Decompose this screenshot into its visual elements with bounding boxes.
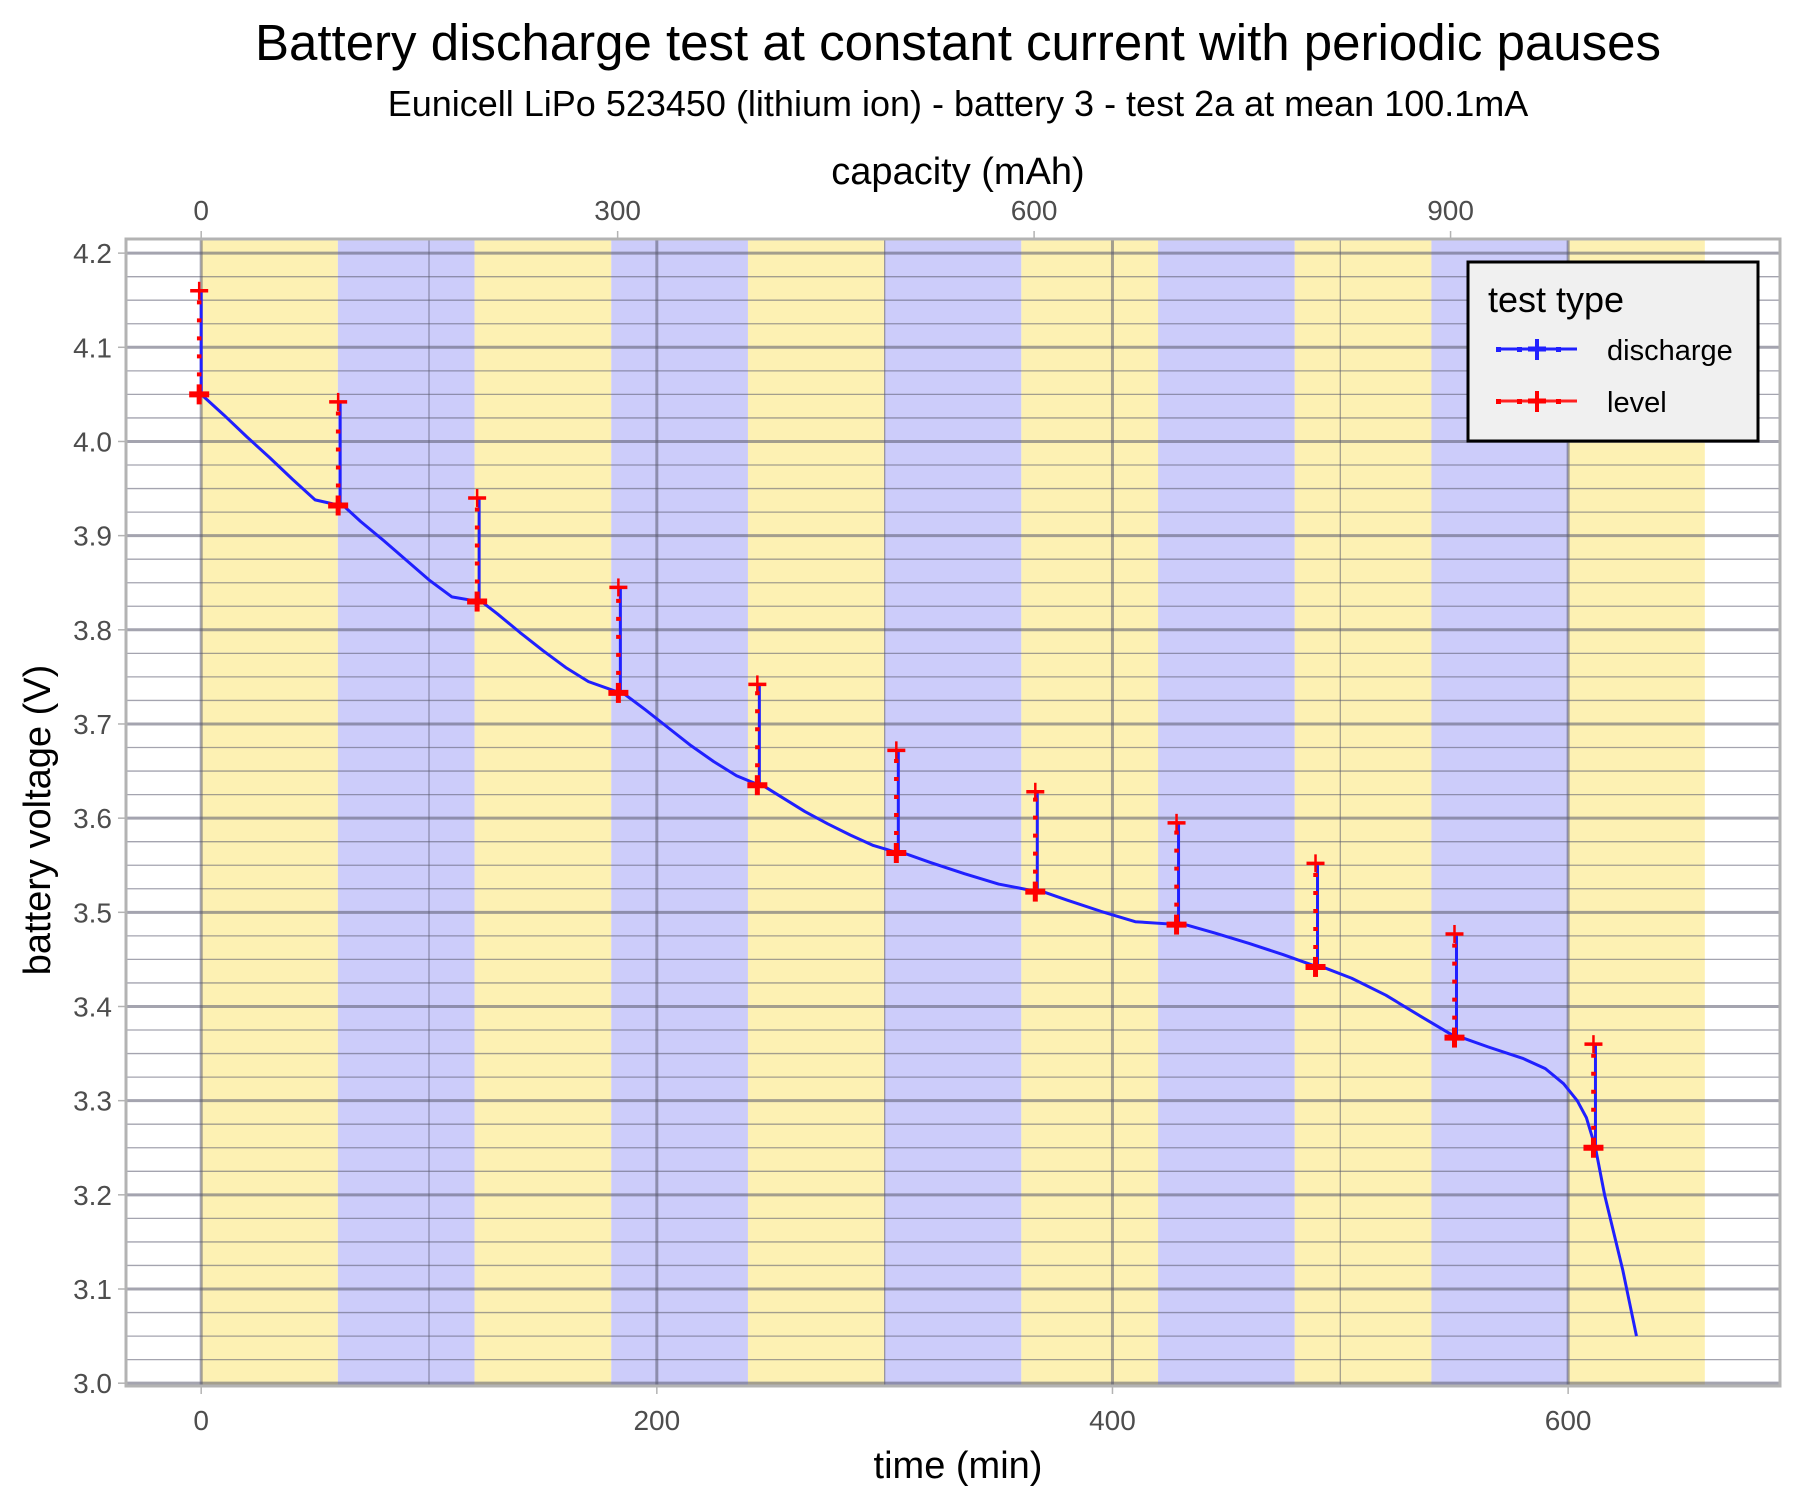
background-band [884,239,1022,1386]
y-tick-label: 3.2 [73,1180,112,1211]
x2-tick-label: 0 [193,195,209,226]
y-tick-label: 3.5 [73,897,112,928]
level-point-after [609,578,628,597]
level-point-before [467,591,488,612]
y-tick-label: 3.4 [73,991,112,1022]
series-layer [189,281,1638,1337]
background-band [747,239,885,1386]
background-band [611,239,748,1386]
level-point-after [468,488,487,507]
level-point-after [1026,782,1045,801]
level-point-before [608,682,629,703]
legend-key-discharge [1496,339,1577,360]
y-tick-label: 3.1 [73,1274,112,1305]
x2-axis-label: capacity (mAh) [831,151,1084,193]
y-tick-label: 3.8 [73,615,112,646]
panel-border [124,237,1782,1388]
chart-subtitle: Eunicell LiPo 523450 (lithium ion) - bat… [388,83,1529,124]
y-tick-label: 3.7 [73,709,112,740]
level-point-after [887,741,906,760]
level-point-after [1445,924,1464,943]
legend-key-level [1496,391,1577,412]
x2-tick-label: 600 [1011,195,1058,226]
legend-title: test type [1488,279,1624,320]
axis-ticks: 3.0 3.1 3.2 3.3 3.4 3.5 3.6 3.7 3.8 3.9 4.0 4.1 4.2 0… [73,195,1591,1436]
level-point-before [747,775,768,796]
level-point-after [190,281,209,300]
chart-title: Battery discharge test at constant curre… [255,14,1661,71]
level-point-before [1166,914,1187,935]
x-tick-label: 600 [1545,1405,1592,1436]
level-point-before [1583,1137,1604,1158]
y-axis-label: battery voltage (V) [17,665,59,975]
x2-tick-label: 300 [594,195,641,226]
level-point-after [748,675,767,694]
legend-label-level: level [1607,387,1667,419]
x-tick-label: 400 [1089,1405,1136,1436]
background-band [1158,239,1295,1386]
level-point-before [189,384,210,405]
x2-tick-label: 900 [1427,195,1474,226]
y-tick-label: 3.3 [73,1086,112,1117]
background-band [474,239,612,1386]
level-point-after [329,392,348,411]
level-point-before [1025,881,1046,902]
grid-lines [126,239,1780,1386]
y-tick-label: 3.0 [73,1368,112,1399]
background-band [337,239,475,1386]
y-tick-label: 4.2 [73,238,112,269]
y-tick-label: 4.1 [73,332,112,363]
y-tick-label: 3.6 [73,803,112,834]
x-axis-label: time (min) [874,1445,1043,1487]
legend-label-discharge: discharge [1607,335,1733,367]
level-point-before [1305,956,1326,977]
discharge-line [199,290,1638,1337]
level-point-after [1584,1035,1603,1054]
background-band [1294,239,1432,1386]
level-point-before [328,495,349,516]
background-band [1021,239,1159,1386]
x-tick-label: 0 [193,1405,209,1436]
y-tick-label: 4.0 [73,426,112,457]
x-tick-label: 200 [633,1405,680,1436]
legend: test type discharge level [1466,260,1760,443]
level-point-after [1306,854,1325,873]
level-point-after [1167,813,1186,832]
y-tick-label: 3.9 [73,521,112,552]
legend-box [1466,260,1760,443]
level-point-before [1444,1027,1465,1048]
level-point-before [886,842,907,863]
